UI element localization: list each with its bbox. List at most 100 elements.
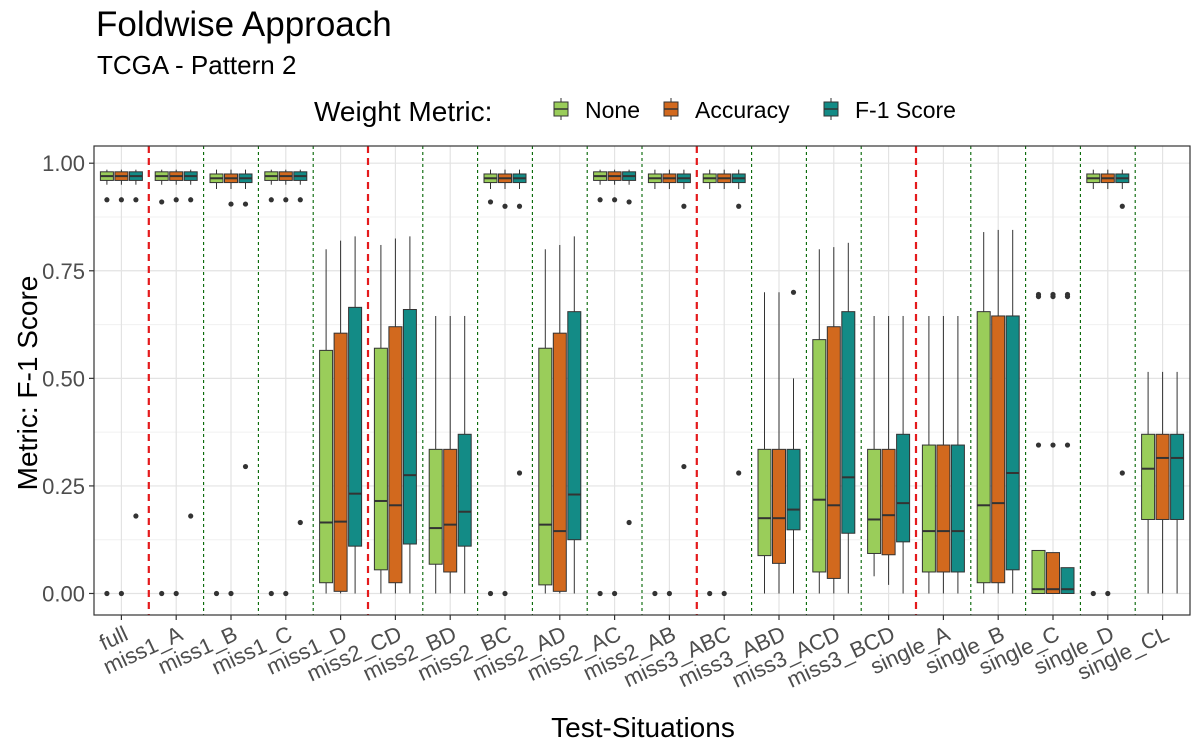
outlier-point xyxy=(666,590,673,597)
box-f-1-score-miss2_bc xyxy=(512,169,527,476)
y-tick-label: 1.00 xyxy=(42,151,85,176)
box-iqr xyxy=(443,448,458,573)
box-none-miss3_bcd xyxy=(867,315,882,577)
outlier-point xyxy=(242,463,249,470)
box-iqr xyxy=(841,311,856,534)
outlier-point xyxy=(268,590,274,597)
box-f-1-score-single_c xyxy=(1060,291,1075,594)
box-accuracy-full xyxy=(114,169,129,597)
box-iqr xyxy=(826,326,841,579)
box-none-miss2_ab xyxy=(647,169,662,597)
x-axis-label: Test-Situations xyxy=(551,712,735,743)
box-accuracy-single_b xyxy=(991,229,1006,594)
box-none-miss2_cd xyxy=(373,244,388,594)
box-f-1-score-miss3_abd xyxy=(786,289,801,594)
box-iqr xyxy=(991,315,1006,584)
box-f-1-score-single_cl xyxy=(1170,371,1185,594)
outlier-point xyxy=(118,197,124,203)
box-iqr xyxy=(1155,433,1170,520)
box-f-1-score-single_a xyxy=(950,315,965,594)
outlier-point xyxy=(736,470,742,476)
legend-item-none: None xyxy=(553,97,640,123)
outlier-point xyxy=(297,519,303,526)
y-tick-label: 0.25 xyxy=(42,474,85,499)
outlier-point xyxy=(1119,470,1125,476)
box-f-1-score-single_d xyxy=(1115,169,1130,476)
box-f-1-score-miss2_bd xyxy=(457,315,472,594)
box-accuracy-miss2_cd xyxy=(388,238,403,594)
y-tick-label: 0.00 xyxy=(42,581,85,606)
box-none-miss2_bc xyxy=(483,169,498,597)
outlier-point xyxy=(721,590,727,597)
outlier-point xyxy=(681,463,687,470)
box-none-single_d xyxy=(1086,169,1101,597)
outlier-point xyxy=(1105,590,1111,597)
box-accuracy-miss1_a xyxy=(169,169,184,597)
box-none-miss2_ac xyxy=(593,169,608,597)
outlier-point xyxy=(133,197,139,203)
box-accuracy-miss3_abd xyxy=(772,292,786,594)
outlier-point xyxy=(173,197,179,203)
box-none-miss1_c xyxy=(264,169,279,597)
y-tick-label: 0.50 xyxy=(42,366,85,391)
box-accuracy-miss2_ab xyxy=(662,169,677,597)
box-f-1-score-full xyxy=(128,169,143,519)
outlier-point xyxy=(487,199,494,205)
box-iqr xyxy=(333,332,348,592)
box-iqr xyxy=(921,444,936,573)
outlier-point xyxy=(626,519,632,526)
box-iqr xyxy=(552,332,567,592)
legend-item-label: F-1 Score xyxy=(855,97,956,123)
box-f-1-score-miss1_b xyxy=(238,169,253,470)
outlier-point xyxy=(228,201,234,207)
outlier-point xyxy=(681,203,687,209)
box-accuracy-single_cl xyxy=(1155,371,1170,594)
box-f-1-score-miss1_a xyxy=(183,169,198,519)
outlier-point xyxy=(612,197,618,203)
box-f-1-score-miss1_c xyxy=(293,169,308,526)
box-accuracy-miss2_bc xyxy=(498,169,512,597)
box-f-1-score-miss3_abc xyxy=(731,169,746,476)
box-iqr xyxy=(812,339,827,573)
outlier-point xyxy=(1050,442,1056,448)
box-accuracy-single_a xyxy=(936,315,951,594)
box-none-miss3_abc xyxy=(702,169,717,597)
outlier-point xyxy=(502,590,508,597)
box-f-1-score-miss2_ab xyxy=(676,169,691,470)
outlier-point xyxy=(736,203,742,209)
box-none-single_cl xyxy=(1141,371,1156,594)
box-accuracy-miss3_bcd xyxy=(881,315,896,585)
outlier-point xyxy=(297,197,303,203)
box-accuracy-miss2_ad xyxy=(552,244,567,594)
outlier-point xyxy=(173,590,179,597)
box-f-1-score-miss2_ac xyxy=(622,169,637,526)
outlier-point xyxy=(118,590,124,597)
outlier-point xyxy=(487,590,494,597)
box-f-1-score-miss3_acd xyxy=(841,242,856,594)
box-accuracy-miss1_c xyxy=(278,169,293,597)
outlier-point xyxy=(283,590,289,597)
box-iqr xyxy=(950,444,965,573)
box-iqr xyxy=(402,309,417,545)
outlier-point xyxy=(1119,203,1125,209)
outlier-point xyxy=(159,199,165,205)
outlier-point xyxy=(242,201,249,207)
outlier-point xyxy=(1064,293,1071,300)
legend-title: Weight Metric: xyxy=(314,96,492,127)
box-f-1-score-miss2_cd xyxy=(402,236,417,594)
box-accuracy-miss2_bd xyxy=(443,315,458,594)
box-iqr xyxy=(1031,549,1046,594)
box-iqr xyxy=(538,347,553,586)
box-none-miss2_ad xyxy=(538,249,553,594)
box-f-1-score-single_b xyxy=(1005,229,1020,594)
box-none-full xyxy=(99,169,114,597)
legend-item-accuracy: Accuracy xyxy=(663,97,790,123)
box-none-miss1_a xyxy=(154,169,169,597)
panel-border xyxy=(93,145,1191,616)
outlier-point xyxy=(283,197,289,203)
outlier-point xyxy=(188,197,194,203)
box-iqr xyxy=(786,448,801,531)
box-iqr xyxy=(428,448,443,565)
box-iqr xyxy=(348,306,363,547)
outlier-point xyxy=(1035,442,1042,448)
